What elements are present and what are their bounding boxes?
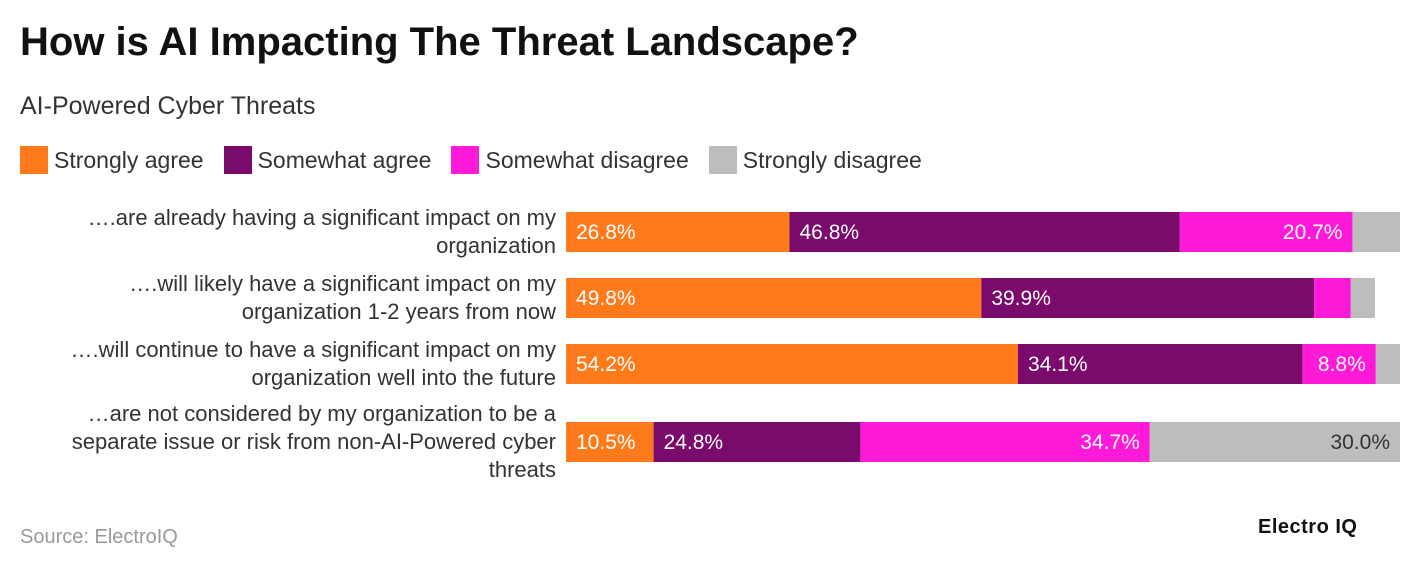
data-label-strongly-agree-2: 54.2% [576,353,636,376]
data-label-somewhat-agree-2: 34.1% [1028,353,1088,376]
legend-swatch-somewhat-agree [223,146,252,174]
data-label-somewhat-disagree-0: 20.7% [1283,221,1343,244]
bar-somewhat-disagree-3 [860,422,1150,462]
bar-somewhat-agree-1 [981,278,1315,318]
bar-strongly-disagree-2 [1375,344,1400,384]
data-label-somewhat-agree-0: 46.8% [800,221,860,244]
bar-somewhat-agree-0 [789,212,1180,252]
bar-somewhat-disagree-2 [1302,344,1376,384]
legend-label-somewhat-disagree: Somewhat disagree [485,146,689,173]
bar-somewhat-agree-3 [653,422,861,462]
category-label-3: …are not considered by my organization t… [71,401,556,482]
category-label-0: ….are already having a significant impac… [87,205,556,258]
legend-item-strongly-disagree: Strongly disagree [708,146,922,174]
bar-strongly-disagree-3 [1149,422,1400,462]
legend-item-somewhat-disagree: Somewhat disagree [451,146,689,174]
legend-item-strongly-agree: Strongly agree [20,146,204,174]
bar-somewhat-disagree-0 [1179,212,1353,252]
bar-strongly-disagree-1 [1350,278,1375,318]
bar-strongly-agree-1 [566,278,982,318]
legend-item-somewhat-agree: Somewhat agree [223,146,432,174]
data-label-somewhat-agree-3: 24.8% [664,431,724,454]
bar-strongly-agree-3 [566,422,654,462]
category-label-2: ….will continue to have a significant im… [70,337,556,390]
data-label-strongly-agree-3: 10.5% [576,431,636,454]
bar-strongly-agree-0 [566,212,790,252]
brand-logo: Electro IQ [1258,516,1358,538]
legend-label-strongly-disagree: Strongly disagree [742,146,922,173]
data-label-somewhat-agree-1: 39.9% [991,287,1051,310]
legend-label-strongly-agree: Strongly agree [54,146,204,173]
bar-somewhat-agree-2 [1018,344,1303,384]
bar-somewhat-disagree-1 [1314,278,1351,318]
data-label-strongly-disagree-3: 30.0% [1330,431,1390,454]
legend-label-somewhat-agree: Somewhat agree [257,146,432,173]
data-label-somewhat-disagree-3: 34.7% [1080,431,1140,454]
bar-strongly-agree-2 [566,344,1019,384]
chart-subtitle: AI-Powered Cyber Threats [20,92,316,120]
data-label-somewhat-disagree-2: 8.8% [1318,353,1366,376]
bar-strongly-disagree-0 [1352,212,1400,252]
data-label-strongly-agree-1: 49.8% [576,287,636,310]
legend-swatch-strongly-disagree [708,146,737,174]
legend-swatch-strongly-agree [20,146,48,174]
legend-swatch-somewhat-disagree [451,146,480,174]
legend: Strongly agree Somewhat agree Somewhat d… [20,146,942,174]
source-note: Source: ElectroIQ [20,526,178,548]
category-label-1: ….will likely have a significant impact … [129,271,556,324]
data-label-strongly-agree-0: 26.8% [576,221,636,244]
chart-title: How is AI Impacting The Threat Landscape… [20,20,859,64]
